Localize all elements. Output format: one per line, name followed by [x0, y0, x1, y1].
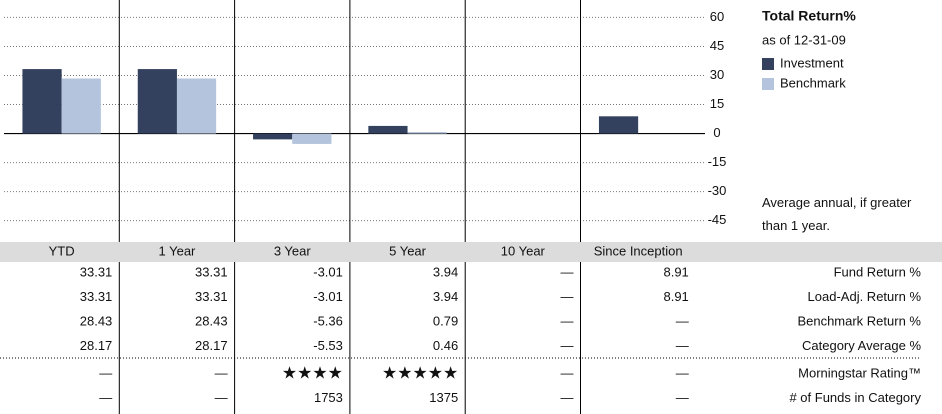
table-cell: — — [215, 390, 228, 405]
table-cell: -5.53 — [313, 338, 343, 353]
row-label: # of Funds in Category — [789, 390, 921, 405]
y-tick-label: -45 — [708, 212, 727, 227]
table-cell: — — [561, 289, 574, 304]
table-header: 3 Year — [274, 243, 312, 258]
table-cell: -3.01 — [313, 264, 343, 279]
table-cell: 33.31 — [80, 264, 113, 279]
table-cell: — — [561, 264, 574, 279]
table-cell: 28.43 — [80, 313, 113, 328]
y-tick-label: 30 — [710, 67, 724, 82]
bar — [176, 78, 217, 134]
y-tick-label: 15 — [710, 96, 724, 111]
row-label: Morningstar Rating™ — [798, 365, 921, 380]
table-cell: — — [561, 313, 574, 328]
table-header: YTD — [49, 243, 75, 258]
table-cell: 3.94 — [433, 289, 458, 304]
table-header: Since Inception — [594, 243, 683, 258]
table-cell: — — [676, 390, 689, 405]
row-label: Load-Adj. Return % — [808, 289, 922, 304]
table-cell: — — [99, 365, 112, 380]
table-cell: 3.94 — [433, 264, 458, 279]
y-tick-label: 60 — [710, 9, 724, 24]
table-cell: 8.91 — [663, 289, 688, 304]
table-cell: 0.79 — [433, 313, 458, 328]
table-cell: 1375 — [429, 390, 458, 405]
y-tick-label: 45 — [710, 38, 724, 53]
table-cell: — — [676, 365, 689, 380]
bar — [598, 116, 639, 134]
table-cell: — — [215, 365, 228, 380]
table-header: 1 Year — [159, 243, 197, 258]
row-label: Fund Return % — [834, 264, 922, 279]
table-header: 10 Year — [501, 243, 546, 258]
chart-subtitle: as of 12-31-09 — [762, 32, 846, 47]
table-cell: 1753 — [314, 390, 343, 405]
table-cell: — — [561, 390, 574, 405]
table-cell: 0.46 — [433, 338, 458, 353]
table-cell: 8.91 — [663, 264, 688, 279]
table-cell: — — [561, 365, 574, 380]
y-tick-label: -30 — [708, 183, 727, 198]
chart-title: Total Return% — [762, 8, 856, 24]
table-cell: 33.31 — [195, 289, 228, 304]
table-cell: -5.36 — [313, 313, 343, 328]
table-cell: — — [99, 390, 112, 405]
table-cell: ★★★★ — [282, 363, 343, 382]
table-cell: 33.31 — [195, 264, 228, 279]
legend-swatch — [762, 78, 774, 90]
table-cell: 28.43 — [195, 313, 228, 328]
bar — [407, 132, 447, 134]
table-cell: — — [676, 313, 689, 328]
table-cell: — — [561, 338, 574, 353]
legend-swatch — [762, 58, 774, 70]
chart-note: Average annual, if greater than 1 year. — [762, 195, 912, 233]
bar — [253, 133, 293, 140]
table-cell: 28.17 — [195, 338, 228, 353]
legend-label: Benchmark — [780, 75, 846, 90]
y-tick-label: 0 — [713, 125, 720, 140]
table-cell: -3.01 — [313, 289, 343, 304]
table-header: 5 Year — [389, 243, 427, 258]
bar — [61, 78, 101, 134]
table-cell: ★★★★★ — [382, 363, 458, 382]
table-cell: — — [676, 338, 689, 353]
row-label: Benchmark Return % — [797, 313, 921, 328]
bar — [292, 133, 332, 144]
table-header-bg — [0, 242, 942, 262]
bar — [22, 69, 62, 134]
table-cell: 28.17 — [80, 338, 113, 353]
bar — [137, 69, 177, 134]
legend-label: Investment — [780, 55, 844, 70]
y-tick-label: -15 — [708, 154, 727, 169]
bar — [368, 125, 408, 134]
row-label: Category Average % — [802, 338, 921, 353]
table-cell: 33.31 — [80, 289, 113, 304]
